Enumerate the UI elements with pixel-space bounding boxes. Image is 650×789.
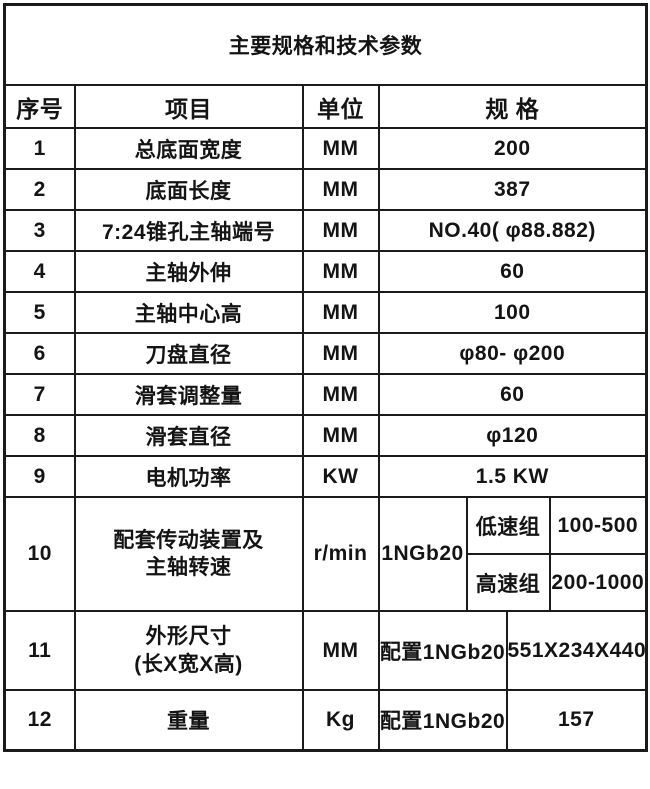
low-speed-group-value: 100-500 <box>548 496 648 555</box>
row-item: 外形尺寸 (长X宽X高) <box>73 610 304 691</box>
row-spec: 100 <box>377 291 648 334</box>
row-item-line1: 外形尺寸 <box>145 625 232 649</box>
title-row: 主要规格和技术参数 <box>3 3 648 86</box>
row-item: 滑套调整量 <box>73 373 304 416</box>
table-row: 7 滑套调整量 MM 60 <box>3 373 648 416</box>
row-unit: MM <box>301 168 380 211</box>
table-row-10b: 高速组 200-1000 <box>5 553 648 612</box>
header-unit: 单位 <box>301 84 380 129</box>
table-row-10: 10 配套传动装置及 主轴转速 r/min 1NGb20 低速组 100-500 <box>3 496 648 612</box>
row-item: 刀盘直径 <box>73 332 304 375</box>
header-no: 序号 <box>3 84 76 129</box>
row-config: 配置1NGb20 <box>377 689 508 752</box>
row-unit: MM <box>301 250 380 293</box>
table-row: 1 总底面宽度 MM 200 <box>3 127 648 170</box>
row-item: 主轴中心高 <box>73 291 304 334</box>
header-spec: 规 格 <box>377 84 648 129</box>
row-spec: 1.5 KW <box>377 455 648 498</box>
high-speed-group-label: 高速组 <box>465 553 551 612</box>
row-no: 6 <box>3 332 76 375</box>
row-unit: MM <box>301 291 380 334</box>
row-item: 底面长度 <box>73 168 304 211</box>
low-speed-group-label: 低速组 <box>465 496 551 555</box>
row-item: 配套传动装置及 主轴转速 <box>73 496 304 612</box>
table-row: 6 刀盘直径 MM φ80- φ200 <box>3 332 648 375</box>
row-no: 8 <box>3 414 76 457</box>
row-no: 2 <box>3 168 76 211</box>
row-item-line2: (长X宽X高) <box>134 652 243 676</box>
row-spec: 387 <box>377 168 648 211</box>
table-row: 2 底面长度 MM 387 <box>3 168 648 211</box>
header-item: 项目 <box>73 84 304 129</box>
row-item-line1: 配套传动装置及 <box>113 528 264 552</box>
row-spec: NO.40( φ88.882) <box>377 209 648 252</box>
row-unit: KW <box>301 455 380 498</box>
row-spec: 60 <box>377 250 648 293</box>
row-item: 电机功率 <box>73 455 304 498</box>
row-config: 配置1NGb20 <box>377 610 508 691</box>
row-spec: φ80- φ200 <box>377 332 648 375</box>
row-no: 1 <box>3 127 76 170</box>
row-spec: φ120 <box>377 414 648 457</box>
row-unit: MM <box>301 127 380 170</box>
row-item: 主轴外伸 <box>73 250 304 293</box>
header-row: 序号 项目 单位 规 格 <box>3 84 648 129</box>
table-title: 主要规格和技术参数 <box>3 3 648 86</box>
row-no: 4 <box>3 250 76 293</box>
row-item: 滑套直径 <box>73 414 304 457</box>
row-unit: MM <box>301 209 380 252</box>
table-row-12: 12 重量 Kg 配置1NGb20 157 <box>3 689 648 752</box>
row-spec: 200 <box>377 127 648 170</box>
spec-table: 主要规格和技术参数 序号 项目 单位 规 格 1 总底面宽度 MM 200 2 … <box>3 3 649 752</box>
row-item-line2: 主轴转速 <box>145 556 232 579</box>
row-no: 12 <box>3 689 76 752</box>
table-row: 5 主轴中心高 MM 100 <box>3 291 648 334</box>
row-no: 5 <box>3 291 76 334</box>
row-item: 重量 <box>73 689 304 752</box>
row-item: 7:24锥孔主轴端号 <box>73 209 304 252</box>
row-no: 9 <box>3 455 76 498</box>
row-no: 11 <box>3 610 76 691</box>
row-unit: MM <box>301 332 380 375</box>
row-spec: 60 <box>377 373 648 416</box>
row-unit: MM <box>301 373 380 416</box>
row-no: 3 <box>3 209 76 252</box>
row-no: 10 <box>3 496 76 612</box>
table-row: 3 7:24锥孔主轴端号 MM NO.40( φ88.882) <box>3 209 648 252</box>
row-no: 7 <box>3 373 76 416</box>
row-spec: 157 <box>505 689 648 752</box>
row-device: 1NGb20 <box>377 496 468 612</box>
high-speed-group-value: 200-1000 <box>548 553 648 612</box>
row-unit: Kg <box>301 689 380 752</box>
table-row: 4 主轴外伸 MM 60 <box>3 250 648 293</box>
row-unit: r/min <box>301 496 380 612</box>
row-unit: MM <box>301 610 380 691</box>
row-spec: 551X234X440 <box>505 610 648 691</box>
row-item: 总底面宽度 <box>73 127 304 170</box>
table-row-11: 11 外形尺寸 (长X宽X高) MM 配置1NGb20 551X234X440 <box>3 610 648 691</box>
table-row: 8 滑套直径 MM φ120 <box>3 414 648 457</box>
table-row: 9 电机功率 KW 1.5 KW <box>3 455 648 498</box>
row-unit: MM <box>301 414 380 457</box>
